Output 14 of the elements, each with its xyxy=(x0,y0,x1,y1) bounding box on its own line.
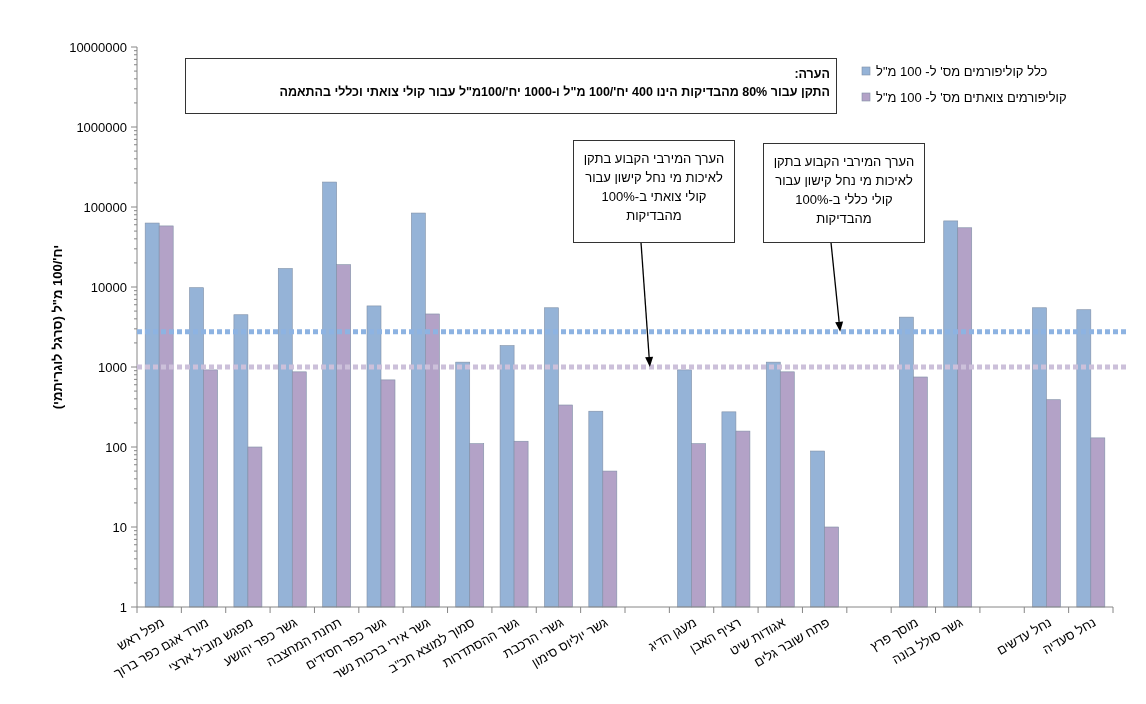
y-tick-label: 100000 xyxy=(83,200,127,215)
y-tick-label: 10000 xyxy=(90,280,127,295)
y-tick-label: 1000000 xyxy=(76,120,127,135)
legend-label: כלל קוליפורמים מס' ל- 100 מ"ל xyxy=(876,64,1048,79)
legend-label: קוליפורמים צואתים מס' ל- 100 מ"ל xyxy=(876,90,1067,105)
annotation: התקן עבור 80% מהבדיקות הינו 400 יח'/100 מ"ל ו-1000 יח'/100מ"ל עבור קולי צואתי וכללי בהתאמה xyxy=(278,84,830,101)
y-tick-label: 1 xyxy=(119,600,127,615)
note-box: הערה: התקן עבור 80% מהבדיקות הינו 400 יח'/100 מ"ל ו-1000 יח'/100מ"ל עבור קולי צואתי וכללי בהתאמה xyxy=(185,58,837,114)
y-tick-label: 1000 xyxy=(98,360,127,375)
y-axis-title: יח'/100 מ"ל (סרגל לוגריתמי) xyxy=(50,244,65,410)
annotation: הערה: xyxy=(793,66,830,83)
y-tick-label: 10 xyxy=(112,520,127,535)
y-tick-label: 10000000 xyxy=(69,40,127,55)
y-tick-label: 100 xyxy=(105,440,127,455)
